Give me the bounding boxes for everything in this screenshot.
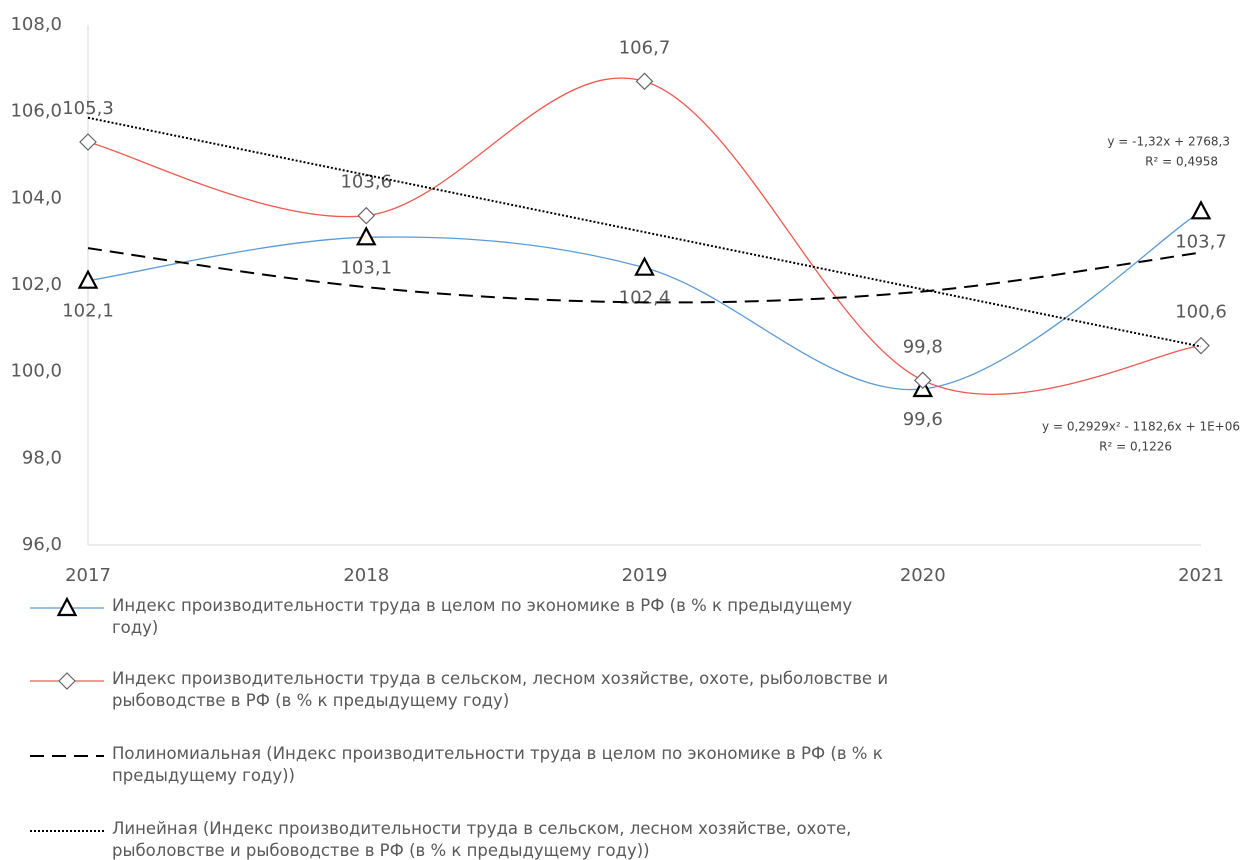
x-tick-label: 2019 (622, 565, 668, 586)
marker (634, 256, 655, 276)
series-line (87, 210, 1202, 391)
y-tick-label: 106,0 (10, 101, 62, 122)
data-label: 100,6 (1175, 302, 1227, 323)
series-line (87, 116, 1202, 348)
marker (635, 72, 654, 91)
marker (913, 371, 932, 390)
x-tick-label: 2018 (343, 565, 389, 586)
annotation: R² = 0,4958 (1145, 155, 1218, 169)
y-tick-label: 102,0 (10, 274, 62, 295)
annotation: R² = 0,1226 (1099, 440, 1172, 454)
series-line (87, 77, 1202, 396)
data-label: 99,8 (903, 336, 943, 357)
marker (355, 225, 377, 246)
marker (56, 596, 78, 617)
y-tick-label: 100,0 (10, 361, 62, 382)
legend-label: Полиномиальная (Индекс производительност… (112, 744, 883, 785)
x-tick-label: 2020 (900, 565, 946, 586)
legend-swatch (30, 672, 104, 690)
x-tick-label: 2021 (1178, 565, 1224, 586)
marker (1190, 199, 1212, 220)
annotation: y = -1,32x + 2768,3 (1107, 135, 1230, 149)
data-label: 105,3 (62, 98, 114, 119)
data-label: 102,1 (62, 301, 114, 322)
legend-item: Индекс производительности труда в целом … (28, 595, 902, 639)
marker (77, 269, 99, 289)
y-tick-label: 98,0 (22, 447, 62, 468)
chart: y = -1,32x + 2768,3 R² = 0,4958 y = 0,29… (10, 14, 1240, 586)
data-label: 103,7 (1175, 231, 1227, 252)
legend-label: Линейная (Индекс производительности труд… (112, 819, 852, 860)
legend-swatch (30, 755, 104, 757)
data-label: 99,6 (903, 409, 943, 430)
y-tick-label: 96,0 (22, 534, 62, 555)
legend-swatch (30, 596, 104, 617)
data-label: 102,4 (619, 288, 671, 309)
y-tick-label: 104,0 (10, 187, 62, 208)
series-line (87, 247, 1202, 304)
y-tick-label: 108,0 (10, 14, 62, 35)
x-tick-label: 2017 (65, 565, 111, 586)
marker (79, 133, 97, 151)
legend-label: Индекс производительности труда в сельск… (112, 669, 889, 710)
legend-label: Индекс производительности труда в целом … (112, 596, 853, 637)
data-label: 106,7 (619, 37, 671, 58)
marker (357, 206, 376, 225)
annotation: y = 0,2929x² - 1182,6x + 1E+06 (1042, 420, 1240, 434)
marker (58, 672, 76, 690)
legend-swatch (30, 830, 104, 832)
legend-item: Линейная (Индекс производительности труд… (28, 818, 902, 860)
data-label: 103,1 (340, 257, 392, 278)
legend-item: Индекс производительности труда в сельск… (28, 668, 902, 712)
legend-item: Полиномиальная (Индекс производительност… (28, 743, 902, 787)
